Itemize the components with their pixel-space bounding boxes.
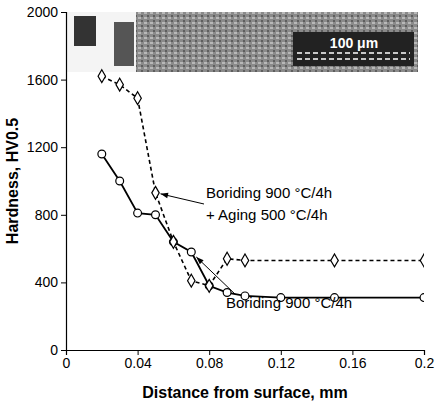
tick-label: 1200: [27, 139, 58, 155]
arrow-head: [161, 193, 169, 198]
leader-line: [161, 194, 205, 204]
tick: 0.04: [124, 350, 151, 371]
inset-image: 100 μm: [66, 12, 418, 72]
marks: [98, 70, 424, 302]
tick-label: 400: [35, 274, 59, 290]
tick-label: 0: [50, 342, 58, 358]
leader-line: [196, 257, 236, 295]
scale-bar: [297, 58, 410, 60]
tick: 0.12: [268, 350, 295, 371]
annotations: Boriding 900 °C/4h + Aging 500 °C/4h Borid…: [161, 184, 353, 311]
scale-label: 100 μm: [330, 35, 378, 51]
marker: [152, 186, 159, 199]
tick: 1200: [27, 139, 66, 155]
inset-layer: [74, 16, 96, 46]
tick: 1600: [27, 72, 66, 88]
tick-mark: [61, 215, 66, 216]
marker: [170, 235, 177, 248]
tick-label: 0.12: [268, 355, 295, 371]
marker: [223, 252, 230, 265]
axis-line: [61, 13, 67, 351]
marker: [188, 274, 195, 287]
tick-label: 0.08: [196, 355, 223, 371]
inset-texture: [66, 12, 418, 72]
marker: [420, 254, 424, 267]
inset-layer: [66, 12, 136, 72]
marker: [241, 254, 248, 267]
tick: 0: [50, 342, 66, 358]
tick-mark: [61, 147, 66, 148]
x-axis-title: Distance from surface, mm: [142, 384, 347, 401]
x-axis: 0 0.04 0.08 0.12 0.16 0.2: [63, 350, 435, 371]
annotation: Boriding 900 °C/4h: [226, 294, 352, 311]
marker: [152, 211, 160, 219]
marker: [134, 209, 142, 217]
inset-layer: [114, 22, 134, 66]
axis-line: [67, 351, 425, 356]
tick-label: 0.2: [415, 355, 435, 371]
marker: [98, 70, 105, 83]
series-line: [102, 154, 424, 298]
tick: 0.16: [339, 350, 366, 371]
marker: [116, 78, 123, 91]
tick: 800: [35, 207, 66, 223]
tick-label: 0: [63, 355, 71, 371]
marker: [205, 279, 212, 292]
scale-bar-box: [293, 32, 414, 66]
marker: [420, 294, 424, 302]
y-axis: 0 400 800 1200 1600 2000: [27, 4, 67, 358]
series-line: [102, 76, 424, 286]
marker: [187, 248, 195, 256]
tick-label: 800: [35, 207, 59, 223]
tick: 0: [63, 350, 71, 371]
tick: 0.2: [415, 350, 435, 371]
marker: [331, 254, 338, 267]
tick-mark: [61, 12, 66, 13]
tick: 2000: [27, 4, 66, 20]
chart: 100 μm 0 0.04 0.08 0.12 0.16 0.2 0 400 800 1200 160…: [0, 0, 438, 408]
annotation: Boriding 900 °C/4h: [206, 184, 332, 201]
marker: [116, 177, 124, 185]
tick-mark: [61, 282, 66, 283]
annotation: + Aging 500 °C/4h: [206, 206, 328, 223]
tick-mark: [61, 80, 66, 81]
marker: [134, 92, 141, 105]
tick-label: 0.04: [124, 355, 151, 371]
tick: 400: [35, 274, 66, 290]
plot: 100 μm 0 0.04 0.08 0.12 0.16 0.2 0 400 800 1200 160…: [27, 4, 435, 371]
marker: [98, 150, 106, 158]
scale-bar: [297, 52, 410, 54]
tick-label: 0.16: [339, 355, 366, 371]
arrow-head: [196, 257, 203, 264]
tick-label: 1600: [27, 72, 58, 88]
tick: 0.08: [196, 350, 223, 371]
y-axis-title: Hardness, HV0.5: [4, 118, 21, 244]
tick-mark: [61, 350, 66, 351]
tick-label: 2000: [27, 4, 58, 20]
